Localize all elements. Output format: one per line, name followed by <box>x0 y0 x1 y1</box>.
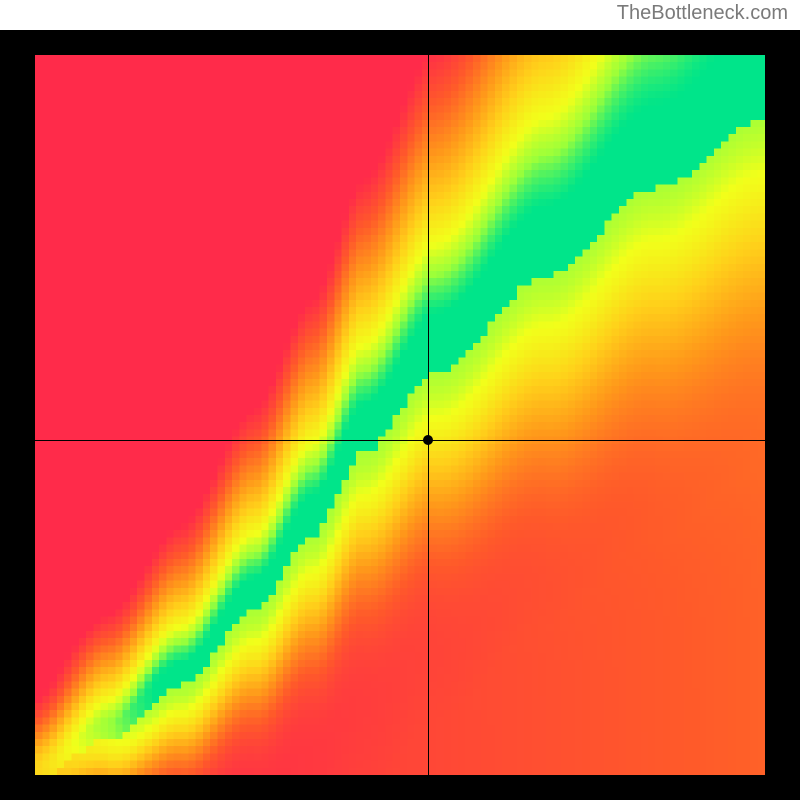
heatmap-plot-area <box>35 55 765 775</box>
watermark-text: TheBottleneck.com <box>617 2 788 25</box>
crosshair-marker <box>423 435 433 445</box>
crosshair-horizontal <box>35 440 765 441</box>
heatmap-canvas <box>35 55 765 775</box>
crosshair-vertical <box>428 55 429 775</box>
chart-outer-frame <box>0 30 800 800</box>
